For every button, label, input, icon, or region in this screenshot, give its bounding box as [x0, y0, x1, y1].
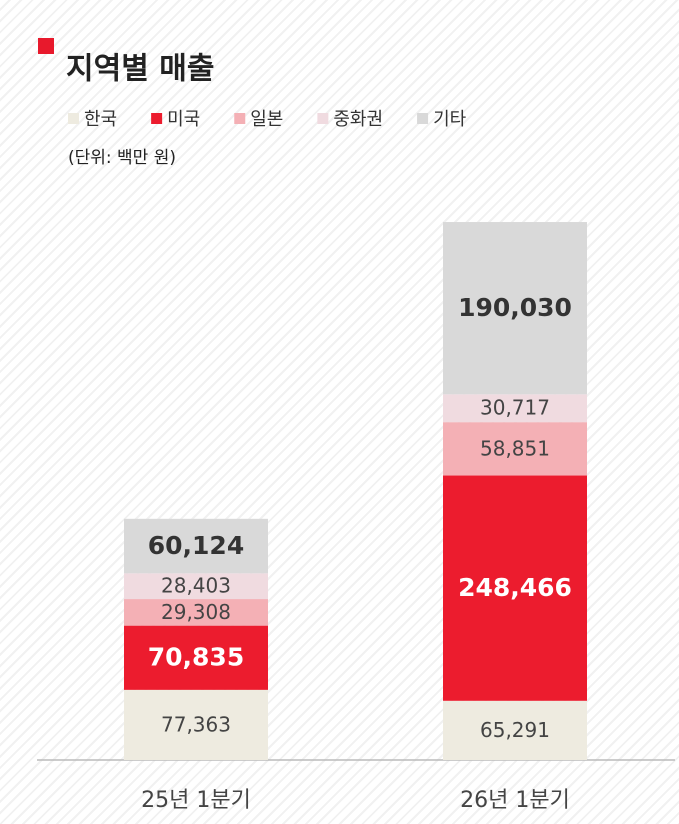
legend-swatch	[68, 113, 79, 124]
value-label: 58,851	[480, 436, 550, 460]
legend-label: 기타	[433, 109, 467, 130]
legend-label: 중화권	[333, 109, 383, 130]
value-label: 60,124	[148, 531, 244, 560]
unit-label: (단위: 백만 원)	[68, 148, 176, 168]
bar-segment	[443, 394, 587, 423]
legend-swatch	[151, 113, 163, 124]
x-tick-label: 26년 1분기	[460, 788, 570, 813]
bar-segment	[443, 222, 587, 395]
value-label: 28,403	[161, 574, 231, 598]
legend-label: 일본	[250, 109, 283, 130]
value-label: 70,835	[148, 643, 244, 672]
value-label: 65,291	[480, 718, 550, 742]
bar-segment	[443, 700, 587, 760]
bar-segment	[124, 599, 268, 626]
bar-segment	[443, 422, 587, 476]
value-label: 248,466	[458, 573, 572, 602]
bar-segment	[124, 573, 268, 600]
legend-label: 한국	[84, 109, 117, 130]
bar-segment	[124, 689, 268, 760]
value-label: 77,363	[161, 712, 231, 736]
value-label: 190,030	[458, 293, 572, 322]
title-marker	[38, 38, 54, 54]
bar-segment	[124, 625, 268, 690]
legend-swatch	[317, 113, 329, 124]
bar-segment	[124, 518, 268, 574]
chart-title: 지역별 매출	[66, 52, 214, 87]
value-label: 30,717	[480, 396, 550, 420]
legend-swatch	[417, 113, 429, 124]
legend-label: 미국	[167, 109, 200, 130]
value-label: 29,308	[161, 600, 231, 624]
legend-swatch	[234, 113, 246, 124]
x-tick-label: 25년 1분기	[141, 788, 251, 813]
bar-segment	[443, 475, 587, 701]
